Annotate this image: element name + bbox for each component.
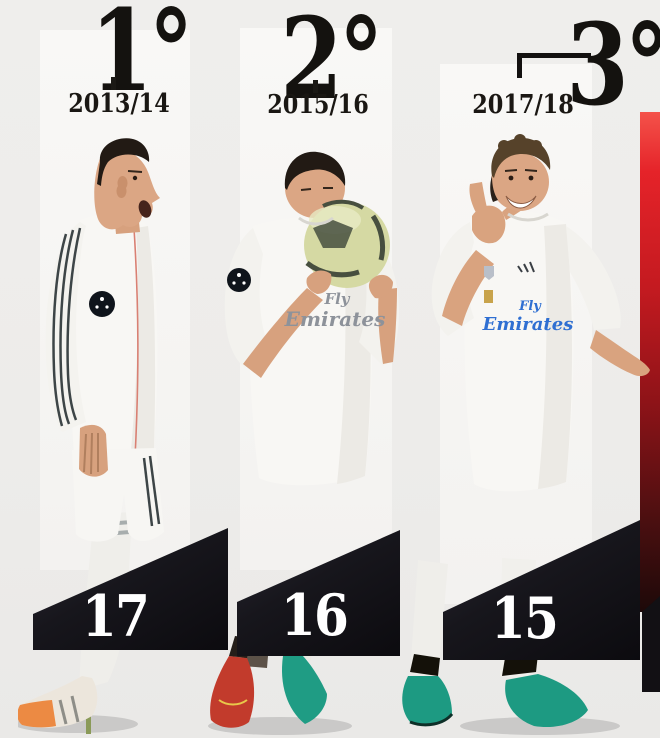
connector-bracket-drop [517, 53, 522, 78]
value-banner-4-partial [642, 596, 660, 692]
goals-value-1: 17 [81, 583, 150, 650]
trailing-boot-collar [410, 654, 440, 676]
rank-label-1: 1° [90, 0, 193, 117]
finger-line [90, 432, 93, 475]
patch-star [237, 273, 241, 277]
left-sleeve [224, 228, 269, 368]
finger-line [83, 433, 87, 473]
jersey-sponsor-line2: Emirates [482, 314, 574, 335]
goals-value-3: 15 [490, 585, 559, 652]
season-label-1: 2013/14 [68, 89, 170, 119]
goals-value-2: 16 [280, 582, 348, 649]
season-label-3: 2017/18 [472, 90, 574, 120]
shorts-stripe [142, 457, 154, 527]
boot-swoosh [218, 699, 248, 706]
boot-red [210, 656, 255, 728]
jersey-sponsor-line1: Fly [323, 290, 350, 308]
curly-hair [514, 134, 526, 146]
ucl-starball-patch-icon [89, 291, 115, 317]
smile [505, 195, 537, 209]
trailing-boot-sole [409, 712, 454, 727]
front-boot-teal [505, 674, 588, 728]
red-gradient-bar [640, 112, 660, 612]
sleeve-stripe [66, 227, 82, 421]
boot-orange-toe [18, 700, 56, 728]
hair-side [490, 176, 498, 202]
right-forearm [378, 288, 397, 364]
collar [507, 212, 549, 222]
patch-star [242, 281, 246, 285]
boot-teal [281, 654, 327, 724]
adidas-logo [517, 261, 535, 273]
patch-star [232, 281, 236, 285]
trailing-sock [410, 560, 448, 680]
eyebrow [504, 169, 518, 172]
hair [97, 138, 150, 186]
gold-champions-badge [484, 290, 493, 303]
eye [528, 175, 534, 181]
sleeve-stripe [59, 229, 75, 425]
eye [508, 175, 514, 181]
jersey-sponsor-line1: Fly [518, 299, 542, 314]
eyebrow [524, 169, 538, 172]
patch-star [95, 305, 99, 309]
extended-sleeve [566, 226, 621, 330]
club-crest [484, 266, 494, 280]
boot-stripe [58, 699, 68, 725]
rank-label-2: 2° [280, 0, 383, 125]
left-hand [306, 270, 332, 294]
jersey-shading [337, 228, 371, 484]
head [491, 153, 549, 211]
open-mouth [138, 200, 152, 218]
ball-star-pattern [305, 260, 360, 278]
hair [284, 151, 346, 190]
ball-star-pattern [313, 220, 353, 248]
ball-star-pattern [322, 199, 365, 210]
connector-tick-2 [313, 80, 318, 93]
curly-hair [530, 140, 542, 152]
right-hand [368, 274, 393, 299]
jersey-shading [538, 224, 572, 489]
raised-forearm [442, 250, 494, 326]
rank-label-3: 3° [566, 0, 660, 131]
ball-star-pattern [370, 214, 386, 261]
left-forearm [243, 288, 323, 378]
collar [298, 216, 334, 226]
jersey-red-piping [133, 227, 139, 459]
jersey-sponsor-line2: Emirates [284, 307, 386, 331]
ucl-starball-patch-icon [227, 268, 251, 292]
player-photo-2015-16: Fly Emirates [208, 151, 399, 735]
season-label-2: 2015/16 [267, 90, 369, 120]
sleeve-stripe [52, 233, 68, 427]
connector-bracket-line [517, 53, 591, 58]
shorts-stripe [148, 455, 161, 525]
jersey-shading [130, 226, 156, 461]
patch-star [100, 297, 104, 301]
eye [132, 175, 138, 181]
boot-stripe [70, 695, 80, 723]
extended-forearm-hand [590, 330, 650, 377]
trailing-boot-teal [402, 676, 452, 725]
curly-hair [498, 140, 510, 152]
ear [116, 175, 128, 199]
connector-tick-1 [111, 77, 116, 90]
eye-closed [300, 188, 312, 191]
patch-star [105, 305, 109, 309]
shaka-thumb [469, 182, 488, 216]
eyebrow [127, 170, 143, 173]
